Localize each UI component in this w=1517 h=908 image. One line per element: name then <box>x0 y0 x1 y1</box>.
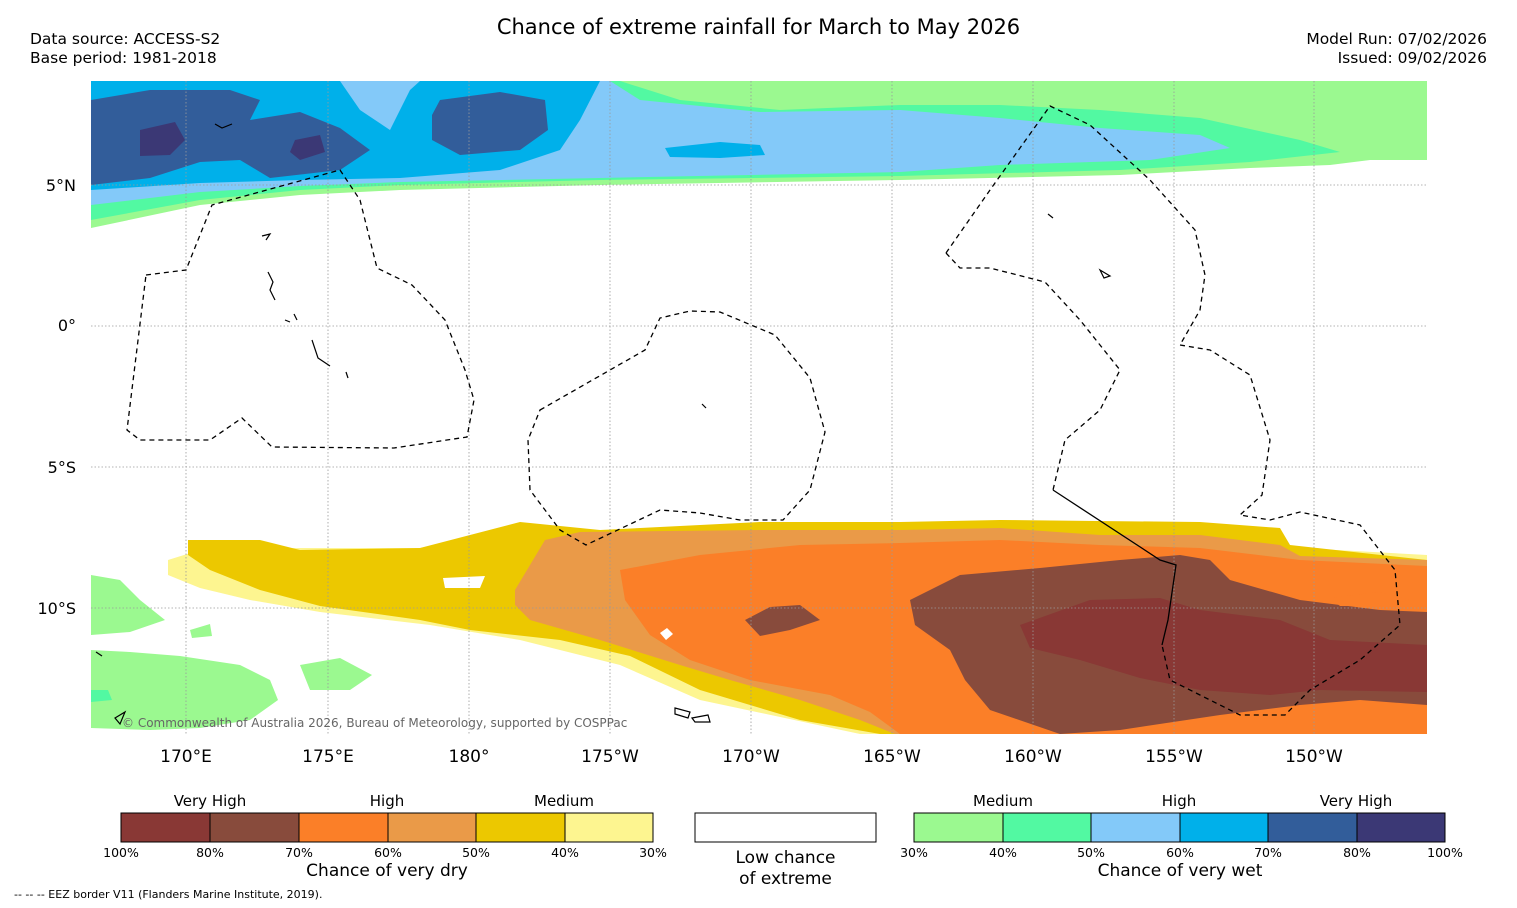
map-title: Chance of extreme rainfall for March to … <box>496 15 1021 39</box>
legend-tick: 100% <box>1427 845 1463 860</box>
lon-label: 175°W <box>581 747 639 767</box>
legend-dry-high: High <box>369 792 405 810</box>
lon-label: 170°W <box>722 747 780 767</box>
legend-tick: 30% <box>900 845 928 860</box>
legend-swatch <box>1268 813 1357 842</box>
base-period: Base period: 1981-2018 <box>30 49 217 67</box>
legend-tick: 60% <box>1166 845 1194 860</box>
legend-swatch <box>914 813 1003 842</box>
wet-anomaly-band <box>91 81 1427 228</box>
latitude-labels: 5°N 0° 5°S 10°S <box>37 176 76 618</box>
map-plot-area <box>91 81 1427 734</box>
legend-swatch <box>299 813 388 842</box>
issued-date: Issued: 09/02/2026 <box>1337 49 1487 67</box>
longitude-labels: 170°E 175°E 180° 175°W 170°W 165°W 160°W… <box>160 747 1343 767</box>
legend-low-swatch <box>694 812 877 843</box>
legend-tick: 50% <box>462 845 490 860</box>
legend-swatch <box>388 813 476 842</box>
legend-tick: 50% <box>1077 845 1105 860</box>
data-source: Data source: ACCESS-S2 <box>30 30 221 48</box>
legend-tick: 70% <box>285 845 313 860</box>
legend-dry-very-high: Very High <box>173 792 247 810</box>
metadata-left: Data source: ACCESS-S2 Base period: 1981… <box>30 30 220 68</box>
lon-label: 165°W <box>863 747 921 767</box>
legend-tick: 100% <box>103 845 139 860</box>
legend-swatch <box>476 813 565 842</box>
metadata-right: Model Run: 07/02/2026 Issued: 09/02/2026 <box>1306 30 1487 68</box>
lat-label: 5°S <box>48 458 76 477</box>
legend-dry-medium: Medium <box>534 792 594 810</box>
lat-label: 5°N <box>46 176 76 195</box>
legend-tick: 60% <box>374 845 402 860</box>
legend-low-line2: of extreme <box>739 869 832 889</box>
legend-wet-caption: Chance of very wet <box>1097 861 1263 881</box>
copyright-credit: © Commonwealth of Australia 2026, Bureau… <box>122 716 628 730</box>
legend-swatch <box>565 813 653 842</box>
lat-label: 10°S <box>37 599 76 618</box>
legend-wet-medium: Medium <box>973 792 1033 810</box>
legend-tick: 80% <box>1343 845 1371 860</box>
eez-footnote: -- -- -- EEZ border V11 (Flanders Marine… <box>14 888 323 901</box>
legend-tick: 80% <box>196 845 224 860</box>
legend-swatch <box>1180 813 1268 842</box>
legend-tick: 40% <box>551 845 579 860</box>
legend-swatch <box>1003 813 1091 842</box>
lon-label: 175°E <box>302 747 354 767</box>
graticule <box>91 81 1427 734</box>
lon-label: 180° <box>449 747 490 767</box>
eez-borders <box>126 105 1401 716</box>
lon-label: 155°W <box>1145 747 1203 767</box>
islands <box>95 123 1112 726</box>
legend-tick: 30% <box>639 845 667 860</box>
legend-dry-colorbar <box>120 812 654 843</box>
model-run: Model Run: 07/02/2026 <box>1306 30 1487 48</box>
legend-swatch <box>1091 813 1180 842</box>
dry-anomaly-band <box>168 520 1427 734</box>
legend-tick: 40% <box>989 845 1017 860</box>
lon-label: 160°W <box>1004 747 1062 767</box>
legend-wet-high: High <box>1161 792 1197 810</box>
legend-low-caption: Low chance of extreme <box>695 848 876 890</box>
legend-swatch <box>210 813 299 842</box>
legend-tick: 70% <box>1254 845 1282 860</box>
legend-swatch <box>121 813 210 842</box>
legend-wet-colorbar <box>913 812 1446 843</box>
lon-label: 150°W <box>1285 747 1343 767</box>
lon-label: 170°E <box>160 747 212 767</box>
lat-label: 0° <box>58 316 76 335</box>
wet-patches-southwest <box>91 575 372 730</box>
legend-low-line1: Low chance <box>735 848 836 868</box>
eez-shared-boundary <box>1052 489 1177 646</box>
legend-swatch <box>1357 813 1445 842</box>
legend-dry-caption: Chance of very dry <box>306 861 468 881</box>
legend-wet-very-high: Very High <box>1319 792 1393 810</box>
